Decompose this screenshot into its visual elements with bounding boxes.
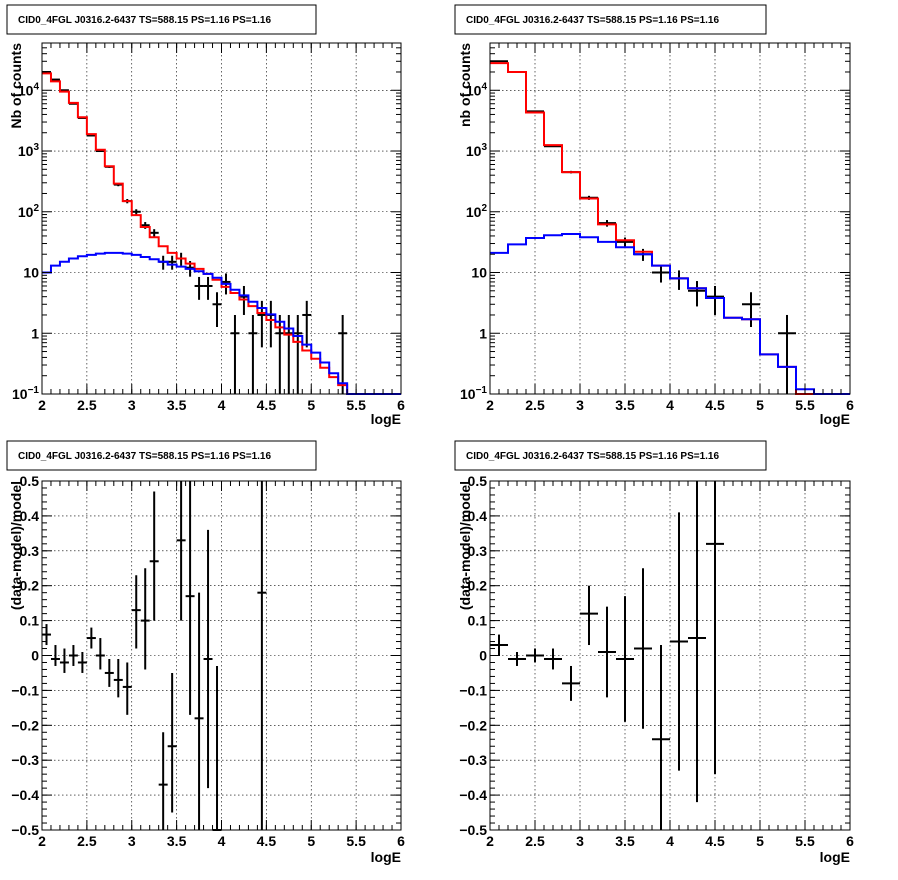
- y-tick-label: −0.3: [11, 752, 39, 768]
- x-tick-label: 2.5: [525, 397, 545, 413]
- y-axis-label: Nb of counts: [8, 43, 24, 129]
- y-tick-label: 0.2: [20, 578, 40, 594]
- y-tick-label: 0.4: [20, 508, 40, 524]
- y-tick-label: 0.3: [20, 543, 40, 559]
- x-tick-label: 3.5: [615, 397, 635, 413]
- y-tick-label: −0.1: [11, 682, 39, 698]
- x-tick-label: 5.5: [795, 397, 815, 413]
- x-axis-label: logE: [820, 411, 850, 427]
- y-tick-label: 1: [31, 325, 39, 341]
- y-tick-label: −0.4: [11, 787, 39, 803]
- x-tick-label: 3.5: [615, 833, 635, 849]
- plot-area: [42, 70, 401, 395]
- panel-bottom-right: CID0_4FGL J0316.2-6437 TS=588.15 PS=1.16…: [454, 440, 854, 865]
- y-tick-label: −0.5: [11, 822, 39, 838]
- x-tick-label: 6: [397, 833, 405, 849]
- x-tick-label: 2: [486, 397, 494, 413]
- panel-top-left: CID0_4FGL J0316.2-6437 TS=588.15 PS=1.16…: [6, 4, 405, 427]
- x-tick-label: 3: [128, 397, 136, 413]
- x-axis-label: logE: [371, 849, 401, 865]
- x-tick-label: 5: [756, 397, 764, 413]
- x-tick-label: 6: [397, 397, 405, 413]
- panel-bottom-left: CID0_4FGL J0316.2-6437 TS=588.15 PS=1.16…: [6, 440, 405, 865]
- x-tick-label: 5.5: [346, 397, 366, 413]
- panel-title: CID0_4FGL J0316.2-6437 TS=588.15 PS=1.16…: [466, 15, 719, 26]
- x-tick-label: 2.5: [77, 397, 97, 413]
- y-tick-label: −0.2: [459, 717, 487, 733]
- x-tick-label: 5: [307, 397, 315, 413]
- y-tick-label: −0.1: [459, 682, 487, 698]
- model-step-line: [490, 233, 850, 395]
- y-tick-label: 1: [479, 325, 487, 341]
- x-tick-label: 4: [218, 397, 226, 413]
- x-tick-label: 2.5: [77, 833, 97, 849]
- axes: 2 2.5 3 3.5 4 4.5 5 5.5 6 −0.5 −0.4 −0.3 −0.2 −0.1 0 0.…: [11, 473, 405, 849]
- x-tick-label: 4.5: [257, 397, 277, 413]
- x-tick-label: 4.5: [257, 833, 277, 849]
- x-tick-label: 3: [128, 833, 136, 849]
- x-tick-label: 2: [38, 833, 46, 849]
- x-axis-label: logE: [371, 411, 401, 427]
- x-tick-label: 4.5: [705, 397, 725, 413]
- model-step-line: [42, 251, 401, 395]
- y-tick-label: 0: [479, 648, 487, 664]
- x-tick-label: 5: [307, 833, 315, 849]
- x-tick-label: 4: [666, 397, 674, 413]
- y-tick-label: 0.3: [468, 543, 488, 559]
- x-tick-label: 2.5: [525, 833, 545, 849]
- x-tick-label: 5.5: [795, 833, 815, 849]
- y-tick-label: −0.3: [459, 752, 487, 768]
- x-tick-label: 2: [486, 833, 494, 849]
- x-tick-label: 5.5: [346, 833, 366, 849]
- y-tick-label: 0.1: [468, 613, 488, 629]
- x-tick-label: 4: [666, 833, 674, 849]
- y-axis-label: (data-model)/model: [8, 481, 24, 610]
- y-tick-label: −0.5: [459, 822, 487, 838]
- y-tick-label: −0.4: [459, 787, 487, 803]
- panel-title: CID0_4FGL J0316.2-6437 TS=588.15 PS=1.16…: [466, 451, 719, 462]
- panel-title: CID0_4FGL J0316.2-6437 TS=588.15 PS=1.16…: [18, 15, 271, 26]
- y-axis-label: (data-model)/model: [457, 481, 473, 610]
- plot-area: [490, 481, 724, 830]
- x-tick-label: 4.5: [705, 833, 725, 849]
- x-tick-label: 6: [846, 833, 854, 849]
- y-tick-label: 0.2: [468, 578, 488, 594]
- x-tick-label: 6: [846, 397, 854, 413]
- x-tick-label: 3.5: [167, 397, 187, 413]
- y-tick-label: 0.1: [20, 613, 40, 629]
- x-axis-label: logE: [820, 849, 850, 865]
- x-tick-label: 4: [218, 833, 226, 849]
- axes: 2 2.5 3 3.5 4 4.5 5 5.5 6 −0.5 −0.4 −0.3 −0.2 −0.1 0 0.…: [459, 473, 854, 849]
- y-tick-label: 0: [31, 648, 39, 664]
- y-tick-label: 10: [23, 265, 39, 281]
- x-tick-label: 3: [576, 397, 584, 413]
- panel-top-right: CID0_4FGL J0316.2-6437 TS=588.15 PS=1.16…: [454, 4, 854, 427]
- y-tick-label: −0.2: [11, 717, 39, 733]
- x-tick-label: 2: [38, 397, 46, 413]
- y-tick-label: 0.4: [468, 508, 488, 524]
- plot-area: [42, 481, 267, 831]
- x-tick-label: 3: [576, 833, 584, 849]
- y-tick-label: 0.5: [20, 473, 40, 489]
- y-tick-label: 10: [471, 265, 487, 281]
- x-tick-label: 5: [756, 833, 764, 849]
- y-tick-label: 0.5: [468, 473, 488, 489]
- panel-title: CID0_4FGL J0316.2-6437 TS=588.15 PS=1.16…: [18, 451, 271, 462]
- y-axis-label: nb of counts: [457, 43, 473, 127]
- x-tick-label: 3.5: [167, 833, 187, 849]
